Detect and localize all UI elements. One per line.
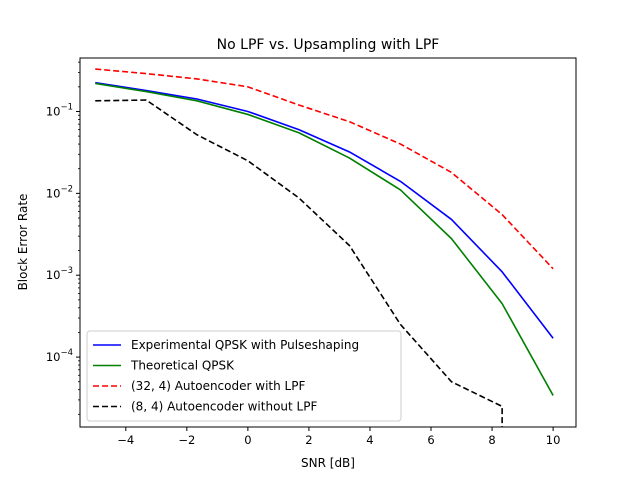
y-axis-label: Block Error Rate <box>16 194 30 291</box>
series-line-2 <box>95 82 554 396</box>
chart-title: No LPF vs. Upsampling with LPF <box>217 37 440 53</box>
axes-frame <box>79 57 577 428</box>
series-line-3 <box>95 68 554 270</box>
x-axis: −4 −2 0 2 4 6 8 10 <box>117 427 560 447</box>
legend-box <box>86 330 402 422</box>
series-line-4 <box>95 99 503 427</box>
legend-label: (8, 4) Autoencoder without LPF <box>131 400 317 414</box>
series-line-1 <box>95 81 554 339</box>
x-tick-label: 0 <box>244 433 251 447</box>
x-tick-label: 8 <box>488 433 495 447</box>
x-tick-label: 2 <box>305 433 312 447</box>
legend: Experimental QPSK with Pulseshaping Theor… <box>86 330 402 422</box>
x-tick-label: −2 <box>178 433 195 447</box>
x-tick-label: 10 <box>546 433 561 447</box>
plot-area <box>95 68 554 427</box>
x-tick-label: 6 <box>427 433 434 447</box>
x-tick-label: −4 <box>117 433 134 447</box>
legend-label: Theoretical QPSK <box>130 359 235 373</box>
x-axis-label: SNR [dB] <box>301 456 355 470</box>
x-tick-label: 4 <box>366 433 373 447</box>
legend-label: (32, 4) Autoencoder with LPF <box>131 379 305 393</box>
legend-label: Experimental QPSK with Pulseshaping <box>131 338 359 352</box>
